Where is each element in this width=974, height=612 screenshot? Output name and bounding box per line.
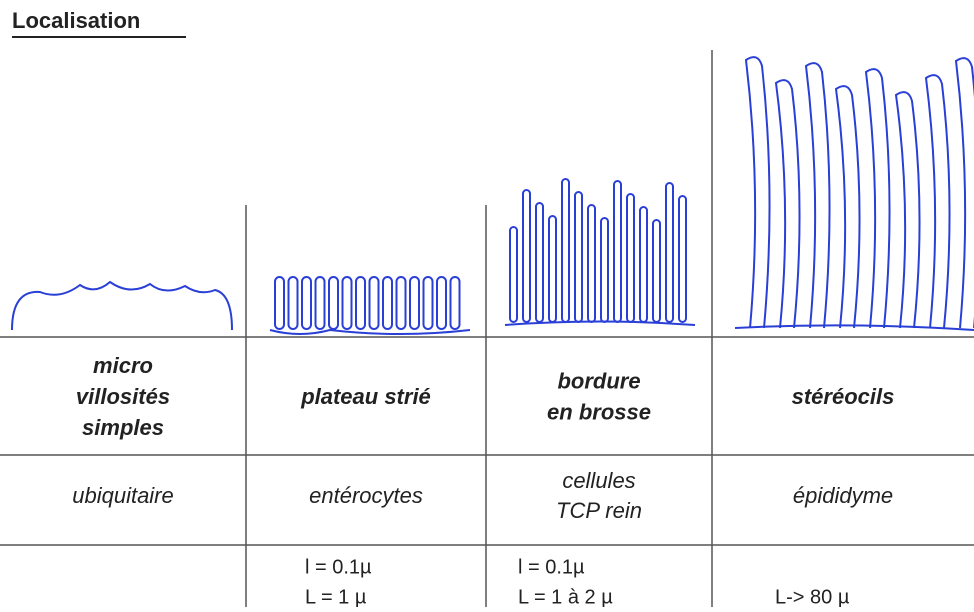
cell-heading: simples [82, 415, 164, 440]
brush-villus [523, 190, 530, 322]
stereocil [836, 86, 860, 328]
slide: Localisation micro villosités simples ubiqu… [0, 0, 974, 607]
cell-heading: micro [93, 353, 153, 378]
illustration [12, 57, 974, 334]
brush-base [270, 330, 470, 334]
stereocil [776, 80, 800, 328]
page: Localisation micro villosités simples ubiqu… [0, 0, 974, 607]
brush-villus [679, 196, 686, 322]
brush-villus [549, 216, 556, 322]
microvillus [451, 277, 460, 329]
cell-location: ubiquitaire [72, 483, 174, 508]
microvillus [397, 277, 406, 329]
microvilli-sketch [12, 282, 232, 330]
cell-location: TCP rein [556, 498, 642, 523]
brush-villus [627, 194, 634, 322]
brush-villus [588, 205, 595, 322]
cell-heading: en brosse [547, 399, 651, 424]
cell-size: L = 1 µ [305, 586, 367, 607]
cell-heading: plateau strié [300, 384, 431, 409]
brush-villus [536, 203, 543, 322]
brush-base [505, 322, 695, 326]
brush-villus [510, 227, 517, 322]
stereocil [896, 92, 920, 328]
cell-size: l = 0.1µ [518, 556, 585, 578]
microvillus [275, 277, 284, 329]
cell-heading: bordure [557, 368, 640, 393]
microvillus [424, 277, 433, 329]
cell-size: l = 0.1µ [305, 556, 372, 578]
brush-villus [562, 179, 569, 322]
microvillus [410, 277, 419, 329]
microvillus [383, 277, 392, 329]
stereocil [866, 69, 890, 328]
microvillus [289, 277, 298, 329]
microvillus [343, 277, 352, 329]
brush-villus [614, 181, 621, 322]
cell-location: cellules [562, 468, 635, 493]
brush-villus [666, 183, 673, 322]
brush-villus [653, 220, 660, 322]
stereocil [956, 58, 974, 328]
cell-location: entérocytes [309, 483, 423, 508]
stereocil [926, 75, 950, 328]
cell-heading: stéréocils [792, 384, 895, 409]
title: Localisation [12, 8, 140, 33]
microvillus [329, 277, 338, 329]
cell-heading: villosités [76, 384, 170, 409]
microvillus [370, 277, 379, 329]
stereocil [746, 57, 770, 328]
cell-size: L-> 80 µ [775, 586, 850, 607]
cell-size: L = 1 à 2 µ [518, 586, 613, 607]
microvillus [302, 277, 311, 329]
microvillus [316, 277, 325, 329]
brush-villus [640, 207, 647, 322]
stereocil [806, 63, 830, 328]
cell-location: épididyme [793, 483, 893, 508]
microvillus [437, 277, 446, 329]
microvillus [356, 277, 365, 329]
brush-villus [601, 218, 608, 322]
brush-villus [575, 192, 582, 322]
